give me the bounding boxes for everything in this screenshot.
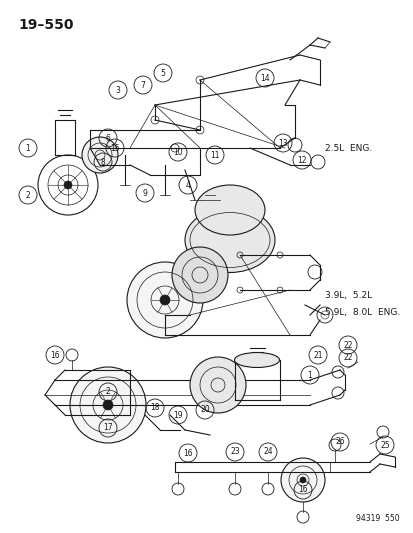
Text: 1: 1 [307,370,312,379]
Text: 94319  550: 94319 550 [356,514,399,523]
Text: 19–550: 19–550 [18,18,74,32]
Text: 21: 21 [313,351,322,359]
Text: 16: 16 [183,448,192,457]
Text: 26: 26 [335,438,344,447]
Circle shape [103,400,113,410]
Text: 18: 18 [150,403,159,413]
Ellipse shape [195,185,264,235]
Ellipse shape [234,352,279,367]
Text: 22: 22 [342,341,352,350]
Text: 3.9L,  5.2L: 3.9L, 5.2L [324,290,371,300]
Text: 2: 2 [26,190,30,199]
Text: 8: 8 [100,157,105,166]
Circle shape [280,458,324,502]
Text: 5.9L,  8.0L  ENG.: 5.9L, 8.0L ENG. [324,308,399,317]
Text: 9: 9 [142,189,147,198]
Text: 1: 1 [26,143,30,152]
Text: 16: 16 [297,486,307,495]
Text: 24: 24 [263,448,272,456]
Circle shape [299,477,305,483]
Text: 4: 4 [185,181,190,190]
Text: 2.5L  ENG.: 2.5L ENG. [324,143,371,152]
Circle shape [171,247,228,303]
Text: 10: 10 [173,148,183,157]
Text: 3: 3 [115,85,120,94]
Text: 17: 17 [103,424,112,432]
Text: 16: 16 [50,351,59,359]
Text: 25: 25 [379,440,389,449]
Circle shape [70,367,146,443]
Text: 6: 6 [105,133,110,142]
Circle shape [82,137,118,173]
Text: 19: 19 [173,410,183,419]
Ellipse shape [185,207,274,272]
Circle shape [159,295,170,305]
Text: 7: 7 [140,80,145,90]
Text: 12: 12 [297,156,306,165]
Circle shape [127,262,202,338]
Text: 15: 15 [110,143,119,152]
Text: 11: 11 [210,150,219,159]
Text: 22: 22 [342,353,352,362]
Text: 13: 13 [278,139,287,148]
Text: 23: 23 [230,448,239,456]
Text: 2: 2 [105,387,110,397]
Circle shape [190,357,245,413]
Circle shape [64,181,72,189]
Text: 14: 14 [259,74,269,83]
Text: 20: 20 [200,406,209,415]
Text: 5: 5 [160,69,165,77]
